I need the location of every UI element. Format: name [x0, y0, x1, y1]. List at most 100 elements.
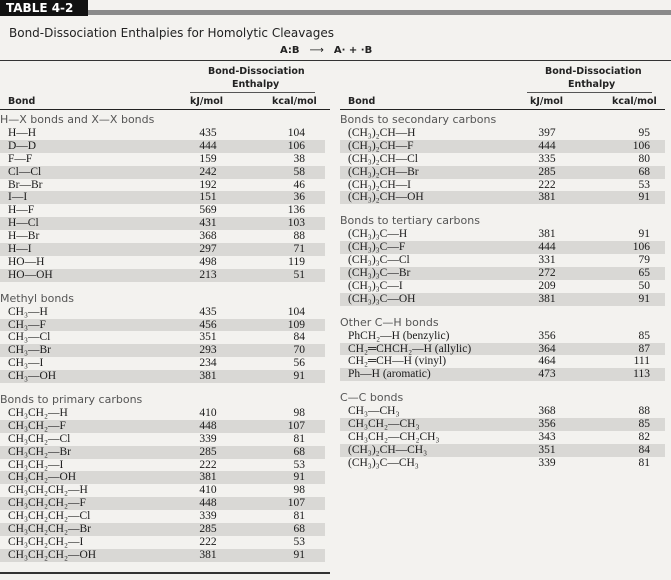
kcal-cell: 85 — [638, 329, 651, 342]
kj-cell: 285 — [199, 523, 217, 536]
kj-cell: 351 — [199, 331, 217, 344]
kj-cell: 331 — [538, 254, 556, 267]
section-gap — [0, 282, 325, 291]
top-rule — [0, 60, 671, 61]
table-row: (CH₃)₃C—Br 272 65 — [340, 267, 665, 280]
table-row: (CH₃)₂CH—H 397 95 — [340, 127, 665, 140]
kcal-cell: 80 — [638, 152, 651, 165]
equation-left: A:B — [280, 45, 300, 56]
right-column: Bonds to secondary carbons (CH₃)₂CH—H 397 9… — [340, 112, 665, 470]
section-heading: H—X bonds and X—X bonds — [0, 113, 155, 126]
section-heading: C—C bonds — [340, 391, 404, 405]
kj-cell: 448 — [199, 419, 217, 432]
kcal-cell: 88 — [638, 405, 651, 418]
kcal-cell: 104 — [287, 127, 305, 139]
bond-cell: (CH₃)₂CH—Cl — [348, 152, 418, 165]
kcal-cell: 81 — [293, 510, 306, 523]
bond-cell: CH₃CH₂CH₂—F — [8, 497, 86, 510]
bond-cell: (CH₃)₃C—Br — [348, 267, 411, 280]
kcal-cell: 107 — [287, 497, 305, 510]
kcal-cell: 36 — [293, 191, 306, 204]
table-row: (CH₃)₂CH—Cl 335 80 — [340, 153, 665, 166]
kj-cell: 435 — [199, 127, 217, 139]
section-gap — [340, 306, 665, 315]
bond-cell: CH₃CH₂—F — [8, 419, 66, 432]
header-group-right: Bond-Dissociation — [545, 66, 642, 77]
table-row: (CH₃)₃C—I 209 50 — [340, 280, 665, 293]
table-row: CH₃CH₂CH₂—OH 381 91 — [0, 548, 325, 562]
bond-cell: CH₃CH₂—CH₂CH₃ — [348, 431, 440, 444]
table-row: (CH₃)₂CH—OH 381 91 — [340, 191, 665, 205]
bond-cell: H—I — [8, 243, 32, 256]
kcal-cell: 119 — [288, 255, 305, 268]
kj-cell: 368 — [199, 230, 217, 243]
table-row: Cl—Cl 242 58 — [0, 165, 325, 179]
kj-cell: 410 — [199, 484, 217, 497]
bond-cell: CH₃—OH — [8, 370, 57, 383]
bond-cell: CH₃—F — [8, 318, 46, 331]
table-row: CH₃CH₂CH₂—F 448 107 — [0, 497, 325, 511]
table-row: CH₃CH₂CH₂—I 222 53 — [0, 536, 325, 549]
table-row: CH₃CH₂—Br 285 68 — [0, 445, 325, 459]
kj-cell: 356 — [538, 329, 556, 342]
kcal-cell: 71 — [293, 243, 306, 256]
bond-cell: (CH₃)₂CH—Br — [348, 165, 419, 178]
table-row: Br—Br 192 46 — [0, 179, 325, 192]
kj-cell: 209 — [538, 279, 556, 292]
bond-cell: CH₃CH₂CH₂—H — [8, 484, 88, 497]
table-row: H—I 297 71 — [0, 243, 325, 256]
kcal-cell: 84 — [293, 331, 306, 344]
bond-cell: H—F — [8, 204, 35, 217]
kcal-cell: 88 — [293, 230, 306, 243]
bond-cell: CH₃—I — [8, 357, 44, 370]
table-row: I—I 151 36 — [0, 191, 325, 205]
table-row: H—F 569 136 — [0, 204, 325, 217]
header-bond-left: Bond — [8, 96, 36, 107]
kcal-cell: 58 — [293, 165, 306, 178]
kcal-cell: 91 — [293, 548, 306, 561]
bond-cell: F—F — [8, 152, 33, 165]
section-heading: Bonds to primary carbons — [0, 393, 143, 407]
bond-cell: H—Br — [8, 230, 40, 243]
kj-cell: 151 — [199, 191, 217, 204]
kj-cell: 297 — [199, 243, 217, 256]
kcal-cell: 91 — [293, 370, 306, 383]
kcal-cell: 81 — [293, 432, 306, 445]
kcal-cell: 87 — [638, 342, 651, 355]
table-row: CH₃CH₂—Cl 339 81 — [0, 433, 325, 446]
bond-cell: (CH₃)₂CH—I — [348, 178, 411, 191]
kcal-cell: 109 — [287, 318, 305, 331]
table-row: CH₃CH₂—H 410 98 — [0, 407, 325, 420]
kj-cell: 435 — [199, 305, 217, 318]
kj-cell: 381 — [538, 292, 556, 305]
kj-cell: 272 — [538, 267, 556, 280]
bond-cell: H—Cl — [8, 217, 39, 230]
header-bar — [0, 10, 671, 15]
table-title: Bond-Dissociation Enthalpies for Homolyt… — [9, 26, 334, 40]
table-row: CH₃CH₂—OH 381 91 — [0, 471, 325, 485]
kcal-cell: 53 — [293, 458, 306, 471]
kj-cell: 444 — [199, 139, 217, 152]
bond-cell: (CH₃)₃C—I — [348, 279, 403, 292]
kj-cell: 356 — [538, 418, 556, 431]
kcal-cell: 53 — [638, 178, 651, 191]
kj-cell: 431 — [199, 217, 217, 230]
bottom-rule — [0, 572, 330, 574]
section-gap — [340, 204, 665, 213]
section-heading: Bonds to secondary carbons — [340, 113, 497, 126]
bond-cell: CH₃—Br — [8, 344, 51, 357]
table-row: (CH₃)₃C—H 381 91 — [340, 228, 665, 241]
arrow-icon: ⟶ — [309, 45, 324, 56]
kj-cell: 234 — [199, 357, 217, 370]
bond-cell: CH₃CH₂CH₂—Br — [8, 523, 91, 536]
kj-cell: 222 — [199, 458, 217, 471]
table-row: CH₃CH₂—F 448 107 — [0, 419, 325, 433]
bond-cell: CH₃—CH₃ — [348, 405, 400, 418]
kj-cell: 339 — [199, 510, 217, 523]
kcal-cell: 91 — [638, 292, 651, 305]
kj-cell: 368 — [538, 405, 556, 418]
reaction-equation: A:B ⟶ A· + ·B — [280, 45, 372, 56]
bond-cell: CH₃CH₂—Br — [8, 445, 71, 458]
table-row: HO—OH 213 51 — [0, 268, 325, 282]
kj-cell: 351 — [538, 443, 556, 456]
